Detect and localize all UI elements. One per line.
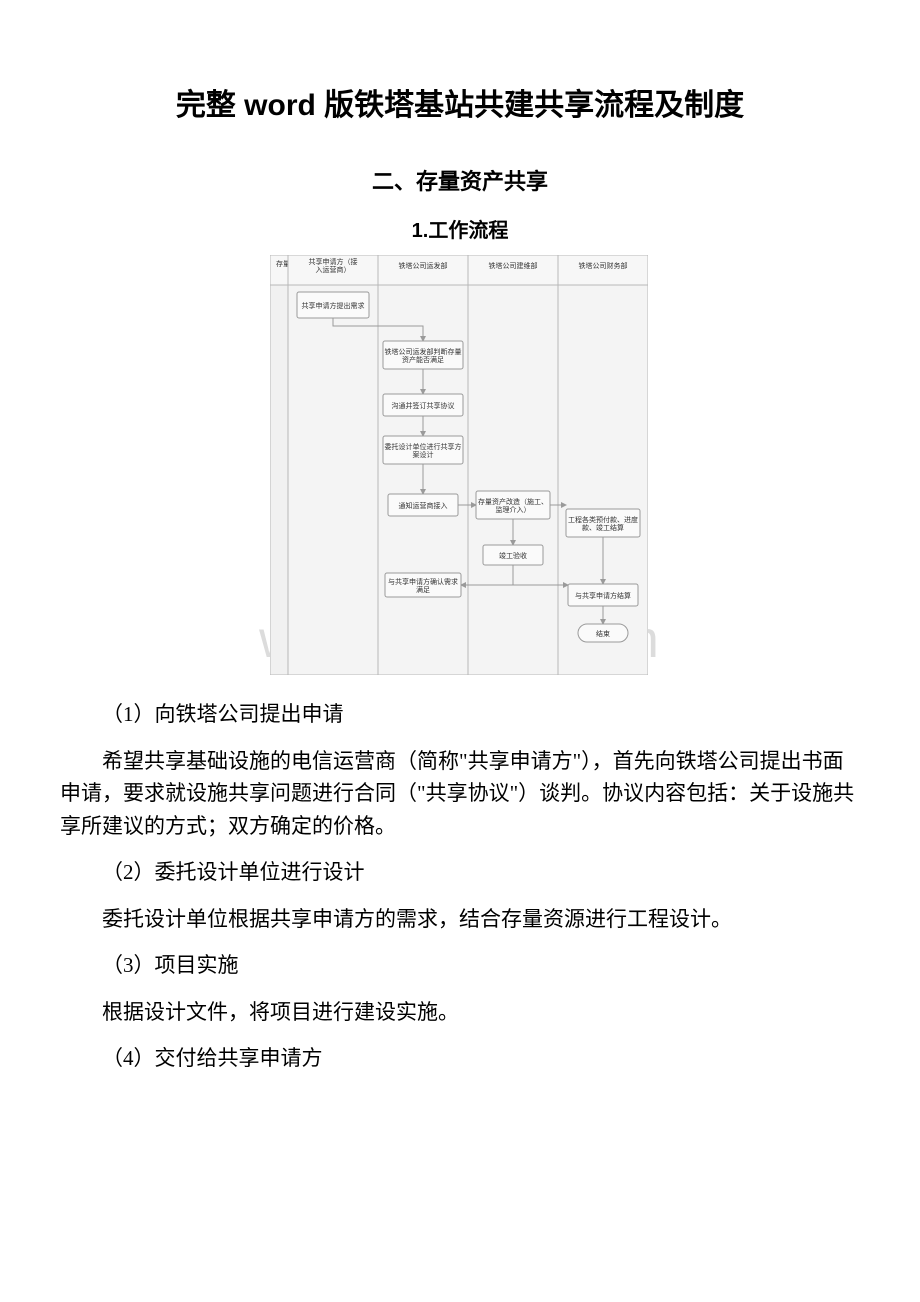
svg-text:通知运营商接入: 通知运营商接入	[399, 501, 448, 510]
svg-text:共享申请方提出需求: 共享申请方提出需求	[302, 301, 365, 310]
para-5: （3）项目实施	[60, 949, 860, 982]
para-3: （2）委托设计单位进行设计	[60, 856, 860, 889]
svg-text:铁塔公司建维部: 铁塔公司建维部	[489, 261, 538, 270]
svg-text:结束: 结束	[596, 629, 610, 638]
svg-text:沟通并签订共享协议: 沟通并签订共享协议	[392, 401, 455, 410]
subsection-title: 1.工作流程	[60, 214, 860, 243]
flowchart-container: 存量资产共享流程图共享申请方（接入运营商）铁塔公司运发部铁塔公司建维部铁塔公司财…	[270, 255, 650, 680]
section-title: 二、存量资产共享	[60, 164, 860, 196]
svg-text:与共享申请方结算: 与共享申请方结算	[575, 591, 631, 600]
svg-text:共享申请方（接入运营商）: 共享申请方（接入运营商）	[309, 257, 358, 274]
para-7: （4）交付给共享申请方	[60, 1042, 860, 1075]
svg-text:铁塔公司运发部: 铁塔公司运发部	[399, 261, 448, 270]
flowchart-svg: 存量资产共享流程图共享申请方（接入运营商）铁塔公司运发部铁塔公司建维部铁塔公司财…	[270, 255, 648, 675]
svg-text:铁塔公司财务部: 铁塔公司财务部	[579, 261, 628, 270]
para-2: 希望共享基础设施的电信运营商（简称"共享申请方"），首先向铁塔公司提出书面申请，…	[60, 745, 860, 843]
para-6: 根据设计文件，将项目进行建设实施。	[60, 996, 860, 1029]
body-text: （1）向铁塔公司提出申请 希望共享基础设施的电信运营商（简称"共享申请方"），首…	[60, 698, 860, 1075]
document-title: 完整 word 版铁塔基站共建共享流程及制度	[60, 80, 860, 124]
para-1: （1）向铁塔公司提出申请	[60, 698, 860, 731]
para-4: 委托设计单位根据共享申请方的需求，结合存量资源进行工程设计。	[60, 903, 860, 936]
svg-text:竣工验收: 竣工验收	[499, 551, 527, 560]
